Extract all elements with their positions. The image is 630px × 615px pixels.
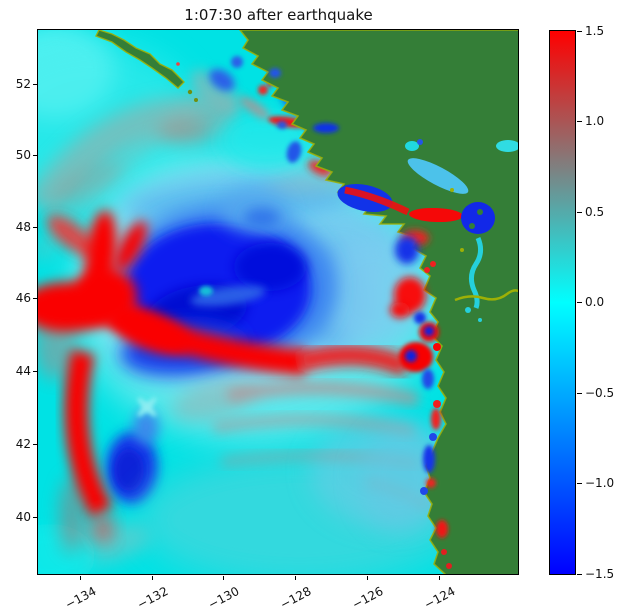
y-tick-label: 48 bbox=[15, 220, 31, 234]
x-tick-mark bbox=[223, 576, 224, 580]
y-tick-mark bbox=[33, 371, 37, 372]
colorbar-tick-mark bbox=[577, 121, 582, 122]
colorbar-tick-mark bbox=[577, 483, 582, 484]
x-tick-mark bbox=[439, 576, 440, 580]
coastal-wave-blobs bbox=[269, 68, 452, 569]
colorbar-tick-label: 0.0 bbox=[585, 295, 605, 309]
y-tick-mark bbox=[33, 517, 37, 518]
x-tick-mark bbox=[152, 576, 153, 580]
x-tick-mark bbox=[80, 576, 81, 580]
colorbar-tick-label: −1.5 bbox=[585, 567, 615, 581]
colorbar-tick-mark bbox=[577, 302, 582, 303]
colorbar-tick-label: −0.5 bbox=[585, 386, 615, 400]
colorbar-tick-label: −1.0 bbox=[585, 476, 615, 490]
y-tick-label: 52 bbox=[15, 77, 31, 91]
y-tick-label: 46 bbox=[15, 291, 31, 305]
y-tick-label: 50 bbox=[15, 148, 31, 162]
y-tick-mark bbox=[33, 227, 37, 228]
colorbar-tick-mark bbox=[577, 212, 582, 213]
y-tick-mark bbox=[33, 155, 37, 156]
y-tick-label: 40 bbox=[15, 510, 31, 524]
colorbar-tick-label: 1.5 bbox=[585, 24, 605, 38]
y-tick-mark bbox=[33, 84, 37, 85]
colorbar-tick-mark bbox=[577, 31, 582, 32]
plot-title: 1:07:30 after earthquake bbox=[184, 6, 373, 24]
x-tick-mark bbox=[295, 576, 296, 580]
inland-waterways bbox=[337, 139, 519, 322]
colorbar-tick-label: 0.5 bbox=[585, 205, 605, 219]
x-tick-mark bbox=[367, 576, 368, 580]
vancouver-island-tip bbox=[95, 29, 185, 89]
colorbar-tick-mark bbox=[577, 574, 582, 575]
y-tick-label: 44 bbox=[15, 364, 31, 378]
colorbar bbox=[549, 30, 576, 575]
y-tick-mark bbox=[33, 298, 37, 299]
y-tick-mark bbox=[33, 444, 37, 445]
colorbar-tick-mark bbox=[577, 393, 582, 394]
colorbar-tick-label: 1.0 bbox=[585, 114, 605, 128]
y-tick-label: 42 bbox=[15, 437, 31, 451]
